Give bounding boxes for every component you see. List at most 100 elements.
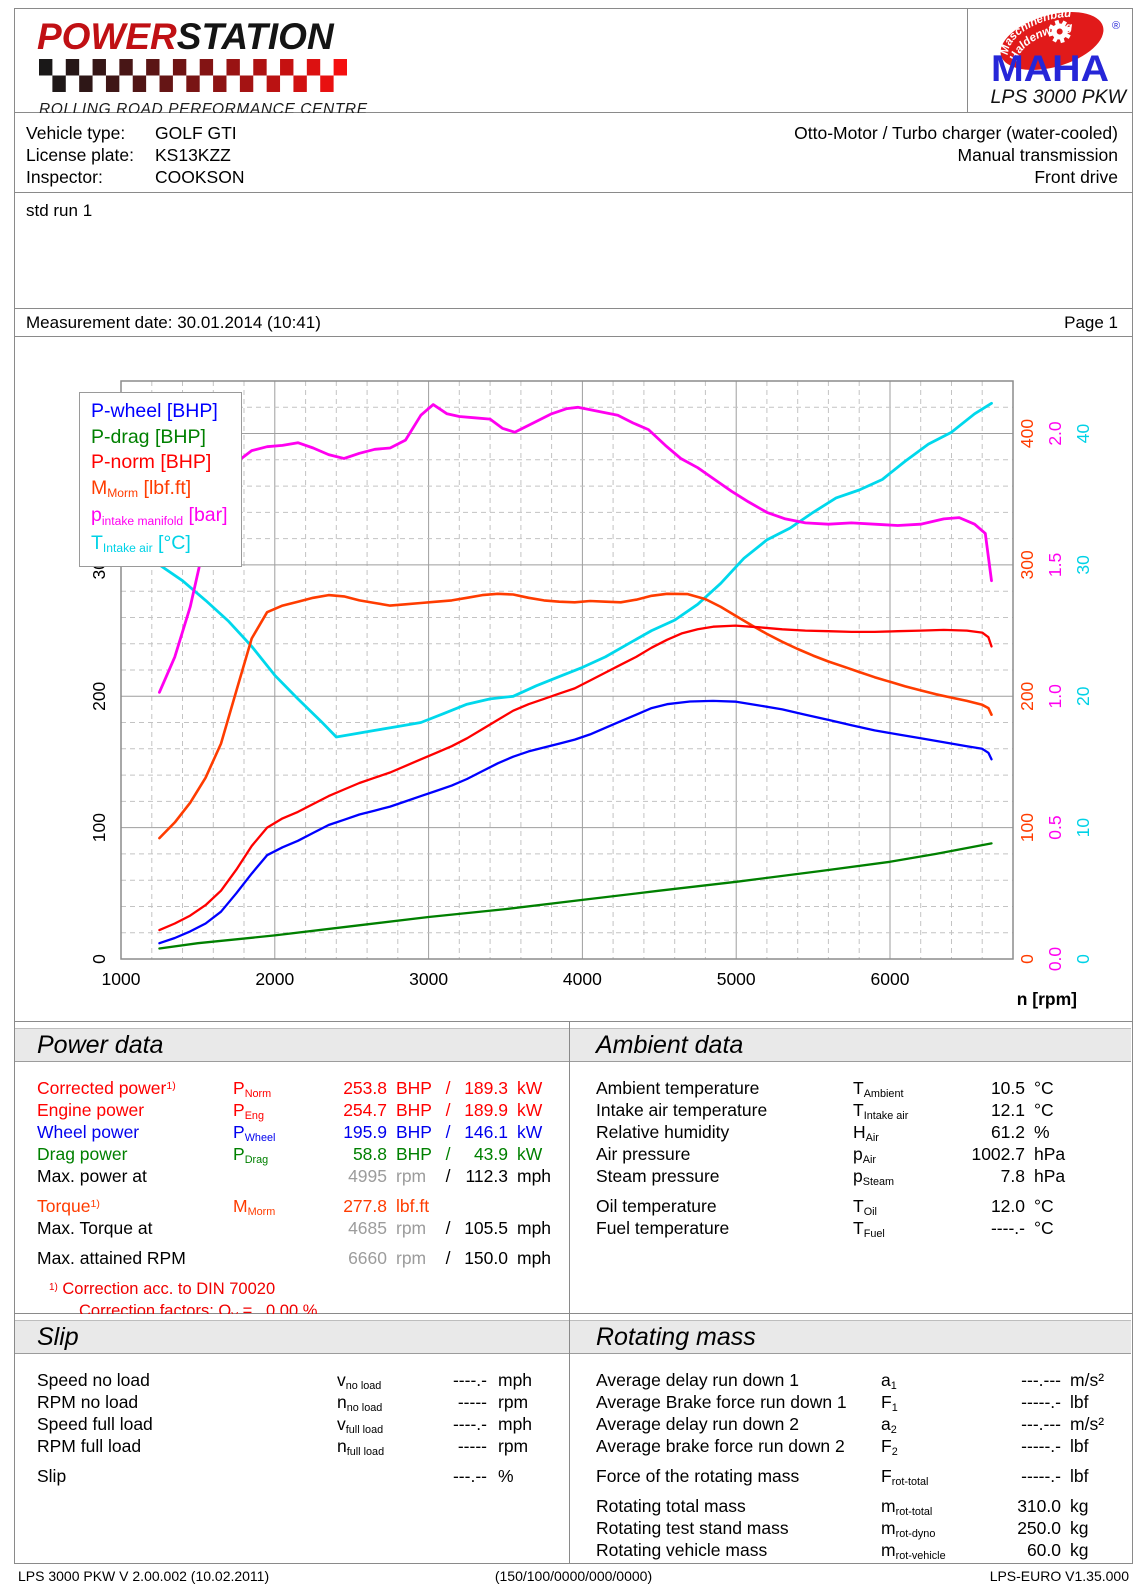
row-label: Max. Torque at — [37, 1218, 153, 1238]
engine-info-line: Manual transmission — [957, 145, 1118, 165]
series-torque — [158, 592, 993, 840]
engine-info-line: Otto-Motor / Turbo charger (water-cooled… — [794, 123, 1118, 143]
legend-item: pintake manifold [bar] — [91, 504, 228, 528]
footnote-marker: 1) — [49, 1281, 58, 1293]
row-unit: lbf — [1070, 1392, 1089, 1412]
right-axis-tick: 20 — [1073, 686, 1093, 706]
row-value: 61.2 — [990, 1122, 1025, 1142]
row-symbol: TAmbient — [853, 1078, 904, 1101]
row-unit2: kW — [517, 1144, 543, 1164]
footnote: 1) Correction acc. to DIN 70020 — [15, 1280, 569, 1301]
row-value: 10.5 — [990, 1078, 1025, 1098]
row-value2: 146.1 — [464, 1122, 508, 1142]
engine-info-line: Front drive — [1034, 167, 1118, 187]
row-label: Corrected power1) — [37, 1078, 176, 1098]
row-unit: °C — [1034, 1078, 1054, 1098]
vehicle-label: License plate: — [26, 145, 134, 165]
row-unit: mph — [498, 1414, 533, 1434]
row-unit2: mph — [517, 1218, 552, 1238]
data-row: Max. attained RPM 6660 rpm / 150.0 mph — [15, 1248, 569, 1270]
row-unit2: mph — [517, 1248, 552, 1268]
data-row: Force of the rotating mass Frot-total ----… — [570, 1466, 1131, 1488]
row-value: 7.8 — [1000, 1166, 1025, 1186]
x-tick-label: 3000 — [409, 969, 448, 989]
row-value: 1002.7 — [971, 1144, 1025, 1164]
row-label: Average delay run down 2 — [596, 1414, 800, 1434]
row-label: Rotating vehicle mass — [596, 1540, 768, 1560]
row-unit: BHP — [396, 1122, 432, 1142]
row-unit: BHP — [396, 1078, 432, 1098]
data-row: Speed full load vfull load ----.- mph — [15, 1414, 569, 1436]
row-value2: 189.9 — [464, 1100, 508, 1120]
right-axis-tick: 30 — [1073, 555, 1093, 575]
row-value: ----.- — [452, 1370, 487, 1390]
page-number: Page 1 — [1064, 312, 1118, 332]
row-symbol: mrot-dyno — [881, 1518, 936, 1541]
row-symbol: pAir — [853, 1144, 876, 1167]
row-unit: % — [1034, 1122, 1050, 1142]
row-symbol: mrot-total — [881, 1496, 933, 1519]
row-value: -----.- — [1021, 1392, 1061, 1412]
measurement-date: Measurement date: 30.01.2014 (10:41) — [26, 312, 321, 332]
measurement-date-row: Measurement date: 30.01.2014 (10:41) Pag… — [15, 309, 1132, 337]
data-row: Ambient temperature TAmbient 10.5 °C — [570, 1078, 1131, 1100]
row-label: Max. attained RPM — [37, 1248, 186, 1268]
vehicle-row: Vehicle type: GOLF GTI — [26, 122, 244, 144]
footer-software: LPS-EURO V1.35.000 — [989, 1568, 1129, 1584]
row-value: ---.-- — [452, 1466, 487, 1486]
data-row-2: Slip Speed no load vno load ----.- mph RPM n… — [15, 1314, 1132, 1563]
row-unit2: kW — [517, 1100, 543, 1120]
row-label: Average brake force run down 2 — [596, 1436, 845, 1456]
x-tick-label: 4000 — [563, 969, 602, 989]
row-slash: / — [445, 1078, 451, 1098]
row-slash: / — [445, 1218, 451, 1238]
vehicle-row: License plate: KS13KZZ — [26, 144, 244, 166]
data-row: Wheel power PWheel 195.9 BHP / 146.1 kW — [15, 1122, 569, 1144]
vehicle-info-section: Vehicle type: GOLF GTI License plate: KS13… — [15, 113, 1132, 193]
chart-legend: P-wheel [BHP] P-drag [BHP] P-norm [BHP] MMo… — [79, 392, 242, 567]
row-label: Intake air temperature — [596, 1100, 768, 1120]
series-drag-power — [158, 842, 993, 950]
section-title: Power data — [37, 1030, 164, 1059]
brand-station: STATION — [176, 16, 334, 57]
section-title: Slip — [37, 1322, 79, 1351]
report-footer: LPS 3000 PKW V 2.00.002 (10.02.2011) (15… — [14, 1568, 1131, 1584]
rotating-mass-rows: Average delay run down 1 a1 ---.--- m/s² Ave… — [570, 1354, 1131, 1562]
row-label: Average delay run down 1 — [596, 1370, 800, 1390]
power-data-rows: Corrected power1) PNorm 253.8 BHP/189.3 kW En… — [15, 1062, 569, 1270]
y-tick-label: 200 — [89, 681, 109, 710]
row-symbol: Frot-total — [881, 1466, 929, 1489]
brand-title: POWERSTATION — [37, 17, 368, 57]
row-label: Force of the rotating mass — [596, 1466, 800, 1486]
engine-info: Otto-Motor / Turbo charger (water-cooled… — [794, 122, 1118, 188]
row-value2: 112.3 — [465, 1166, 509, 1186]
row-unit: BHP — [396, 1144, 432, 1164]
row-unit: kg — [1070, 1518, 1089, 1538]
vehicle-value: GOLF GTI — [155, 123, 237, 143]
power-data-panel: Power data Corrected power1) PNorm 253.8 BH… — [15, 1022, 569, 1322]
row-unit: m/s² — [1070, 1370, 1105, 1390]
section-bar: Ambient data — [570, 1028, 1131, 1062]
row-value: 250.0 — [1017, 1518, 1061, 1538]
row-label: Rotating test stand mass — [596, 1518, 789, 1538]
slip-rows: Speed no load vno load ----.- mph RPM no loa… — [15, 1354, 569, 1488]
row-value: ----- — [457, 1392, 487, 1412]
right-axis-tick: 300 — [1017, 550, 1037, 579]
row-value: 12.0 — [990, 1196, 1025, 1216]
row-symbol: F1 — [881, 1392, 898, 1415]
data-row: RPM full load nfull load ----- rpm — [15, 1436, 569, 1458]
row-label: RPM full load — [37, 1436, 142, 1456]
row-value: 253.8 — [343, 1078, 387, 1098]
row-value: 12.1 — [990, 1100, 1025, 1120]
data-row: Speed no load vno load ----.- mph — [15, 1370, 569, 1392]
row-label: Speed no load — [37, 1370, 150, 1390]
row-symbol: PEng — [233, 1100, 264, 1123]
row-symbol: PDrag — [233, 1144, 269, 1167]
row-value: ----.- — [990, 1218, 1025, 1238]
row-unit: hPa — [1034, 1166, 1066, 1186]
x-tick-label: 1000 — [102, 969, 141, 989]
row-label: Fuel temperature — [596, 1218, 730, 1238]
row-slash: / — [445, 1248, 451, 1268]
data-row: Slip ---.--% — [15, 1466, 569, 1488]
row-unit: kg — [1070, 1496, 1089, 1516]
